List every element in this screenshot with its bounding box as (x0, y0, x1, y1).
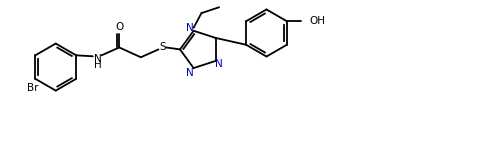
Text: N: N (214, 59, 222, 69)
Text: N: N (93, 54, 101, 64)
Text: OH: OH (309, 16, 325, 26)
Text: H: H (93, 60, 101, 70)
Text: S: S (159, 42, 166, 52)
Text: Br: Br (27, 83, 38, 93)
Text: N: N (185, 23, 193, 33)
Text: N: N (185, 68, 193, 78)
Text: O: O (115, 22, 123, 32)
